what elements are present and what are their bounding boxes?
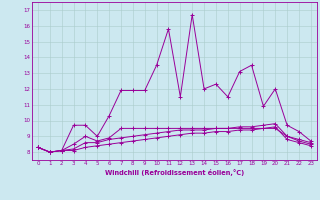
X-axis label: Windchill (Refroidissement éolien,°C): Windchill (Refroidissement éolien,°C) [105, 169, 244, 176]
